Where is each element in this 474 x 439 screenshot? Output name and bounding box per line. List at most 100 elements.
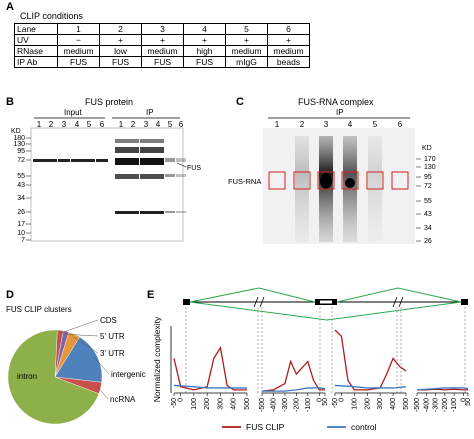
ip-smear-band <box>152 139 164 143</box>
ip-label-c: IP <box>336 108 344 117</box>
input-band <box>83 159 95 162</box>
ip-fus-band <box>127 158 139 165</box>
fus-rna-complex-box <box>268 171 286 190</box>
pie-slice-intergenic <box>54 336 103 383</box>
panel-b-letter: B <box>6 96 14 108</box>
blot-b-lane-number: 3 <box>62 120 67 129</box>
ip-light-chain-band <box>127 211 139 214</box>
blot-b-marker-label: 130 <box>13 141 25 148</box>
ip-light-chain-band <box>176 211 186 213</box>
gene-exon-block <box>461 299 468 305</box>
splice-arc-upper <box>336 287 462 303</box>
ip-heavy-chain-band <box>152 174 164 179</box>
chart-x-tick-label: -300 <box>282 398 289 412</box>
series-line-control <box>262 387 326 392</box>
input-band <box>58 159 70 162</box>
gene-exon-inner <box>320 300 332 304</box>
ip-fus-band <box>165 158 175 162</box>
clip-conditions-title: CLIP conditions <box>20 11 83 21</box>
blot-b-marker-label: 34 <box>17 195 25 202</box>
blot-b-lane-number: 5 <box>168 120 173 129</box>
legend-label: FUS CLIP <box>246 422 285 432</box>
ip-smear-band <box>115 139 127 143</box>
gene-break-mark <box>259 296 265 308</box>
blot-c-lane-number: 4 <box>348 120 353 129</box>
fus-rna-complex-box <box>366 171 384 190</box>
blot-c-marker-label: 72 <box>424 183 432 190</box>
ip-smear-band <box>127 147 139 153</box>
pie-label: intergenic <box>111 370 146 379</box>
chart-x-tick-label: 50 <box>465 398 472 406</box>
blot-b-lane-number: 5 <box>87 120 92 129</box>
fus-rna-complex-box <box>341 171 359 190</box>
blot-b-lane-number: 4 <box>75 120 80 129</box>
gene-break-mark <box>392 296 398 308</box>
blot-b-marker-label: 55 <box>17 173 25 180</box>
chart-x-tick-label: -200 <box>442 398 449 412</box>
chart-x-tick-label: 500 <box>403 398 410 410</box>
series-line-control <box>173 384 247 389</box>
series-line-control <box>334 384 407 389</box>
legend-label: control <box>351 422 377 432</box>
pie-label: 3' UTR <box>100 349 125 358</box>
blot-c-lane-number: 1 <box>275 120 280 129</box>
blot-b-lane-number: 3 <box>144 120 149 129</box>
ip-heavy-chain-band <box>176 174 186 177</box>
blot-b-marker-label: 95 <box>17 148 25 155</box>
chart-x-tick-label: 300 <box>217 398 224 410</box>
input-band <box>96 159 108 162</box>
ip-heavy-chain-band <box>140 174 152 179</box>
blot-b-marker-label: 43 <box>17 182 25 189</box>
ip-label-b: IP <box>146 108 154 117</box>
panel-e-letter: E <box>147 289 155 301</box>
blot-b-lane-number: 2 <box>49 120 54 129</box>
fus-rna-complex-box <box>391 171 409 190</box>
chart-x-tick-label: 0 <box>460 398 467 402</box>
chart-x-tick-label: 100 <box>191 398 198 410</box>
blot-c-kd-label: KD <box>422 145 432 152</box>
series-line-fus-clip <box>334 329 407 391</box>
gene-break-mark <box>253 296 259 308</box>
ip-fus-band <box>152 158 164 165</box>
chart-x-tick-label: 400 <box>231 398 238 410</box>
chart-x-tick-label: -300 <box>433 398 440 412</box>
blot-c-lane-number: 2 <box>300 120 305 129</box>
blot-c-lane-number: 6 <box>398 120 403 129</box>
blot-c-marker-label: 95 <box>424 174 432 181</box>
fus-rna-complex-title: FUS-RNA complex <box>298 97 374 107</box>
chart-x-tick-label: 0 <box>338 398 345 402</box>
pie-label: ncRNA <box>110 395 136 404</box>
clip-table-cell: beads <box>267 56 310 68</box>
ip-smear-band <box>152 147 164 153</box>
blot-b-membrane <box>30 127 184 242</box>
ip-heavy-chain-band <box>127 174 139 179</box>
fus-rna-dark-spot <box>320 173 332 189</box>
panel-d-letter: D <box>6 289 14 301</box>
chart-x-tick-label: 200 <box>364 398 371 410</box>
ip-smear-band <box>140 147 152 153</box>
chart-x-tick-label: -100 <box>451 398 458 412</box>
blot-b-kd-label: KD <box>11 128 21 135</box>
chart-x-tick-label: 0 <box>316 398 323 402</box>
blot-c-marker-label: 170 <box>424 156 436 163</box>
pie-slice-intron <box>7 329 100 425</box>
chart-y-axis-label: Normalized complexity <box>152 316 162 402</box>
chart-x-tick-label: -100 <box>305 398 312 412</box>
blot-b-lane-number: 1 <box>37 120 42 129</box>
chart-x-tick-label: 0 <box>178 398 185 402</box>
fus-protein-title: FUS protein <box>85 97 134 107</box>
chart-x-tick-label: -200 <box>293 398 300 412</box>
blot-b-marker-label: 180 <box>13 135 25 142</box>
ip-heavy-chain-band <box>165 174 175 177</box>
fus-rna-complex-box <box>317 171 335 190</box>
pie-leader-line <box>94 357 110 375</box>
clip-table-row: IP Ab FUS FUS FUS FUS mIgG beads <box>14 56 310 68</box>
chart-x-tick-label: -50 <box>171 398 178 408</box>
chart-x-tick-label: 400 <box>390 398 397 410</box>
blot-c-marker-label: 130 <box>424 164 436 171</box>
pie-leader-line <box>97 387 109 400</box>
pie-leader-line <box>73 336 99 354</box>
blot-b-lane-number: 2 <box>131 120 136 129</box>
